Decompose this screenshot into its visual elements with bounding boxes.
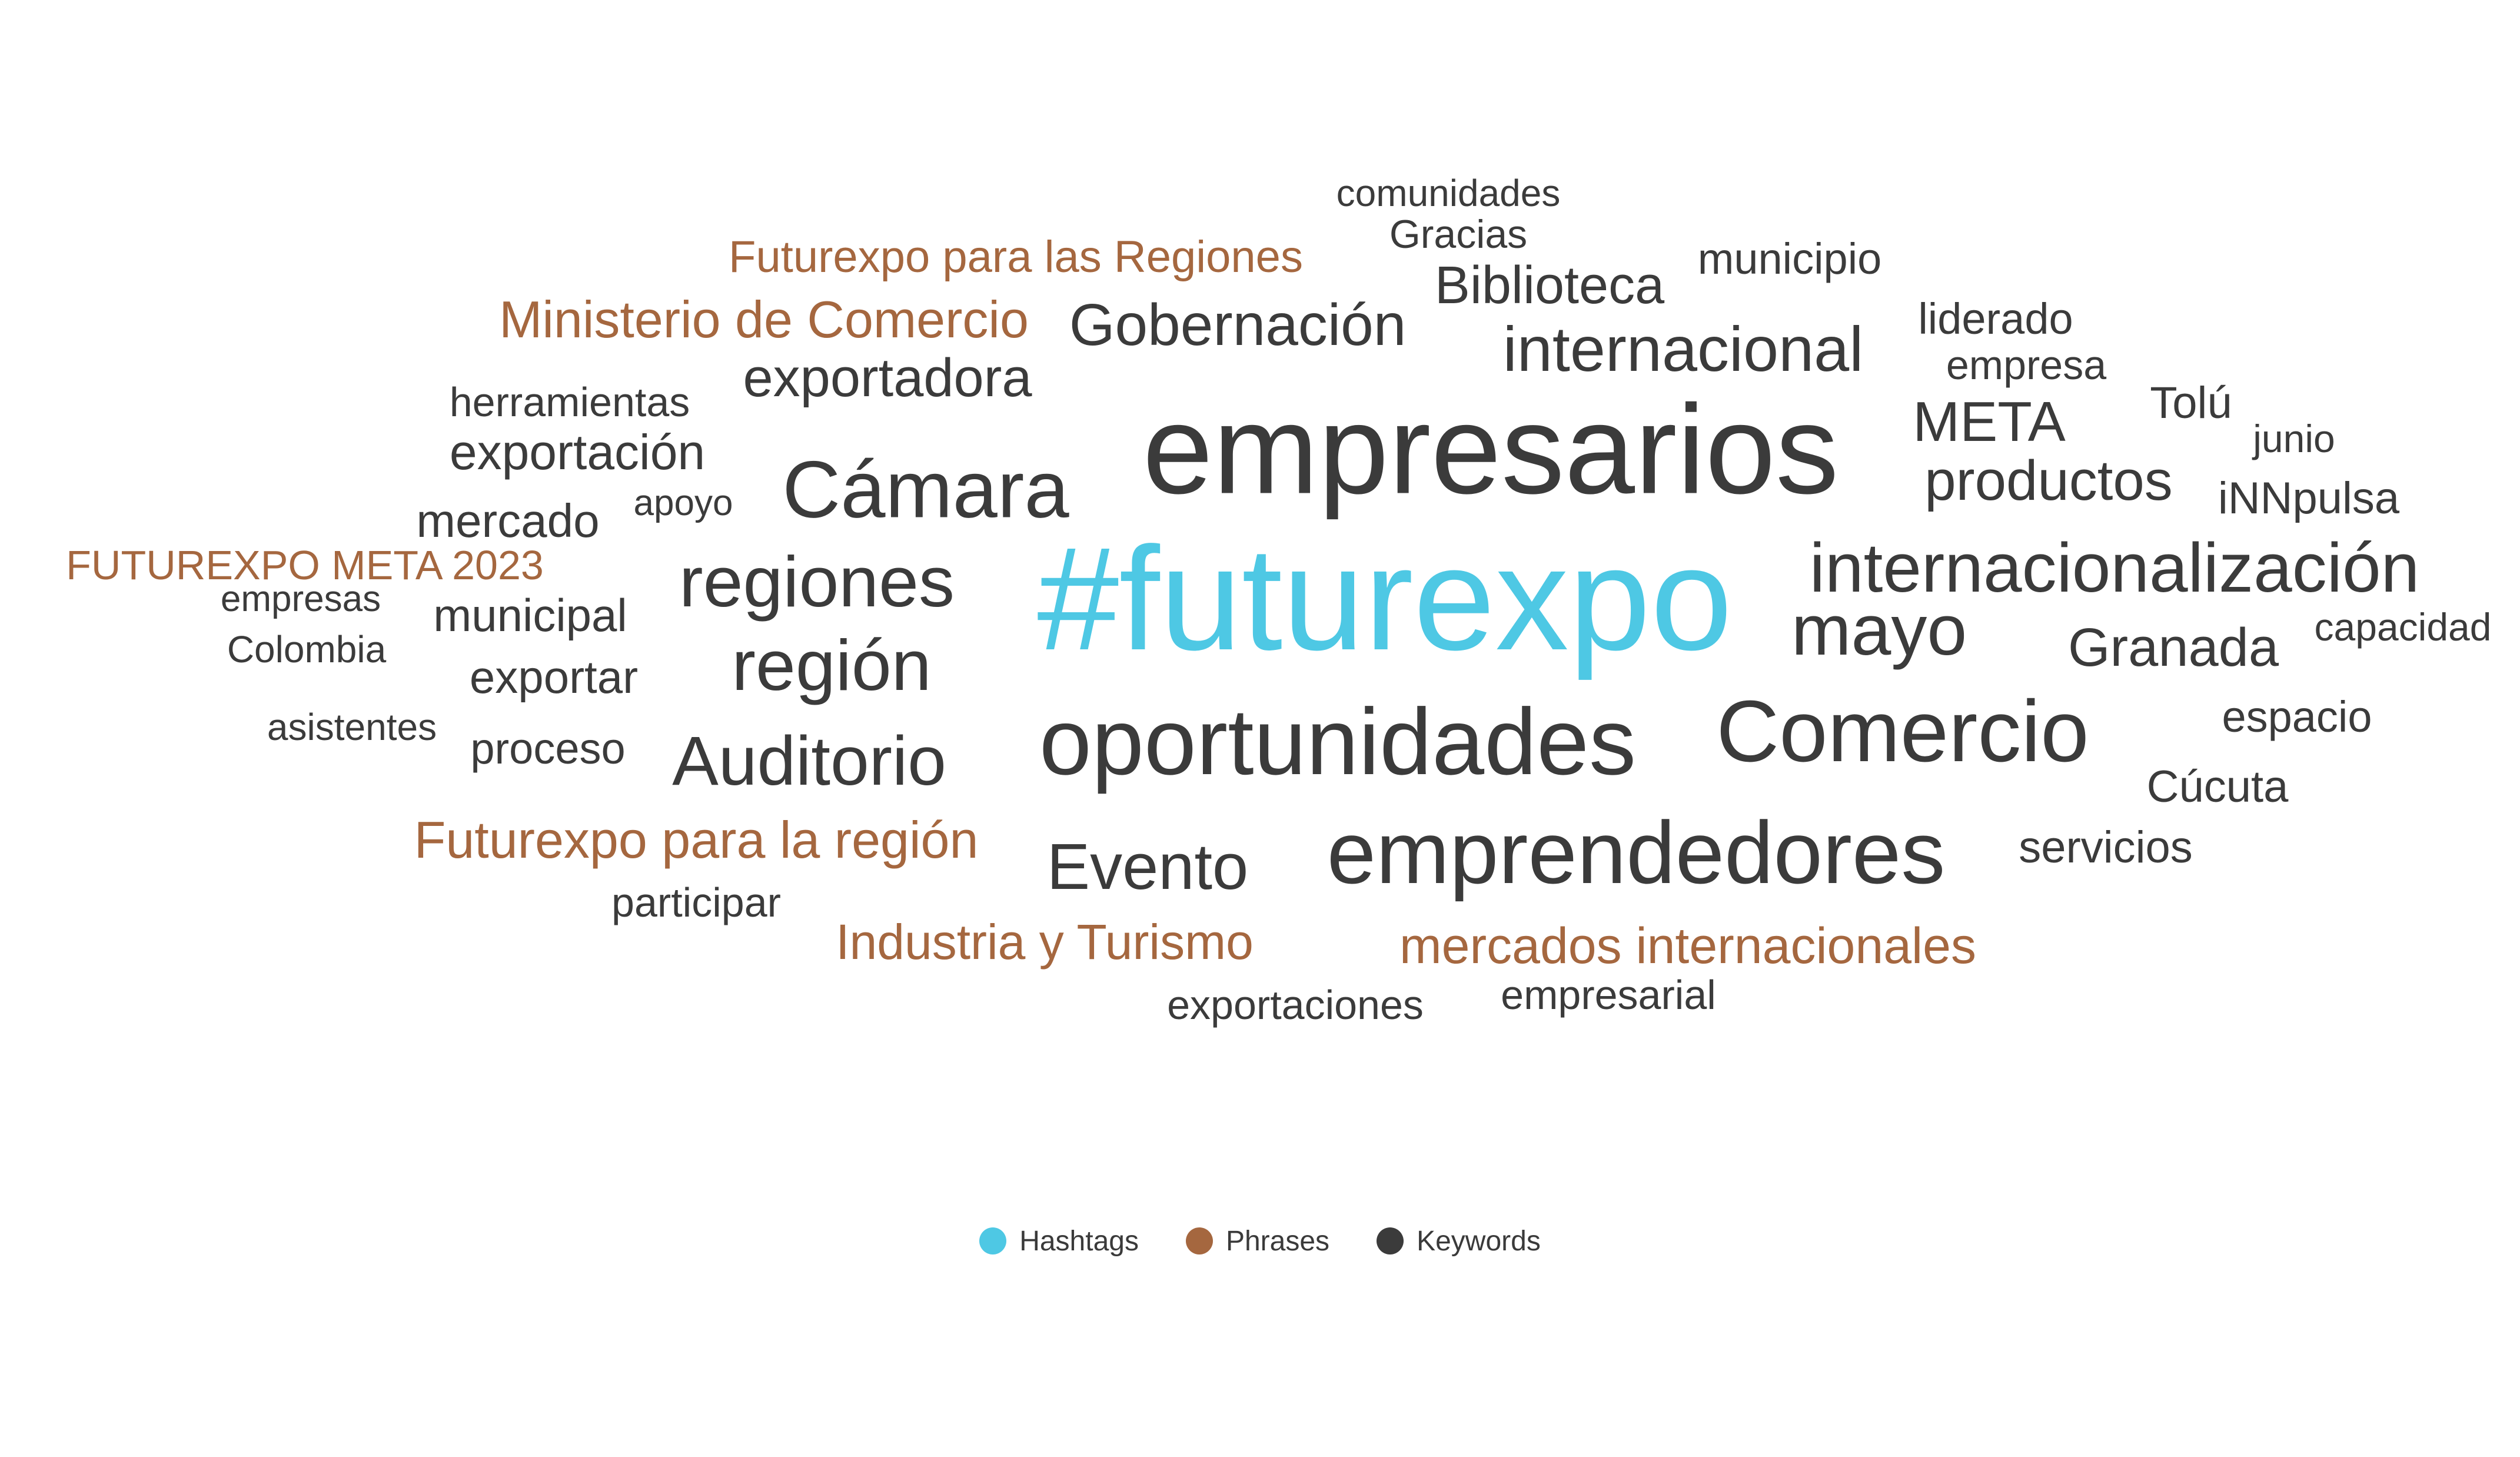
word-exportar[interactable]: exportar bbox=[469, 651, 639, 703]
word-asistentes[interactable]: asistentes bbox=[267, 706, 437, 748]
word-gracias[interactable]: Gracias bbox=[1389, 212, 1528, 257]
word-proceso[interactable]: proceso bbox=[470, 724, 626, 773]
word-comercio[interactable]: Comercio bbox=[1716, 683, 2089, 780]
legend: Hashtags Phrases Keywords bbox=[0, 1217, 2520, 1264]
word-cucuta[interactable]: Cúcuta bbox=[2146, 762, 2289, 812]
legend-item-hashtags[interactable]: Hashtags bbox=[979, 1225, 1139, 1257]
word-meta[interactable]: META bbox=[1913, 390, 2066, 453]
word-colombia[interactable]: Colombia bbox=[227, 628, 387, 671]
word-empresarios[interactable]: empresarios bbox=[1142, 378, 1839, 520]
word-apoyo[interactable]: apoyo bbox=[633, 483, 733, 523]
word-mercado[interactable]: mercado bbox=[416, 494, 600, 547]
word-municipal[interactable]: municipal bbox=[433, 589, 627, 641]
word-exportadora[interactable]: exportadora bbox=[743, 348, 1032, 408]
word-mercados-internacionales[interactable]: mercados internacionales bbox=[1399, 918, 1976, 974]
legend-label: Phrases bbox=[1225, 1225, 1330, 1257]
word-ministerio-de-comercio[interactable]: Ministerio de Comercio bbox=[499, 290, 1029, 349]
word-capacidad[interactable]: capacidad bbox=[2314, 605, 2492, 649]
word-municipio[interactable]: municipio bbox=[1697, 234, 1882, 283]
word-industria-y-turismo[interactable]: Industria y Turismo bbox=[836, 914, 1254, 970]
phrases-dot-icon bbox=[1185, 1227, 1213, 1254]
word-region[interactable]: región bbox=[732, 625, 932, 705]
word-futurexpo[interactable]: #futurexpo bbox=[1037, 516, 1733, 681]
word-internacionalizacion[interactable]: internacionalización bbox=[1809, 529, 2420, 607]
word-futurexpo-para-la-region[interactable]: Futurexpo para la región bbox=[414, 811, 979, 869]
word-biblioteca[interactable]: Biblioteca bbox=[1434, 256, 1665, 315]
word-exportaciones[interactable]: exportaciones bbox=[1167, 982, 1424, 1028]
word-camara[interactable]: Cámara bbox=[782, 444, 1069, 535]
word-exportacion[interactable]: exportación bbox=[449, 424, 706, 480]
word-granada[interactable]: Granada bbox=[2067, 618, 2279, 678]
word-innpulsa[interactable]: iNNpulsa bbox=[2218, 473, 2400, 523]
word-empresa[interactable]: empresa bbox=[1946, 342, 2107, 388]
word-espacio[interactable]: espacio bbox=[2222, 692, 2372, 741]
legend-label: Keywords bbox=[1417, 1225, 1541, 1257]
word-futurexpo-para-las-regiones[interactable]: Futurexpo para las Regiones bbox=[729, 232, 1303, 282]
word-empresas[interactable]: empresas bbox=[220, 579, 381, 619]
word-productos[interactable]: productos bbox=[1924, 449, 2173, 512]
legend-item-phrases[interactable]: Phrases bbox=[1185, 1225, 1330, 1257]
word-mayo[interactable]: mayo bbox=[1791, 590, 1967, 670]
legend-item-keywords[interactable]: Keywords bbox=[1377, 1225, 1541, 1257]
word-comunidades[interactable]: comunidades bbox=[1336, 172, 1561, 214]
word-auditorio[interactable]: Auditorio bbox=[672, 722, 946, 800]
word-herramientas[interactable]: herramientas bbox=[449, 379, 690, 425]
word-gobernacion[interactable]: Gobernación bbox=[1069, 292, 1407, 358]
word-participar[interactable]: participar bbox=[611, 879, 781, 925]
word-servicios[interactable]: servicios bbox=[2019, 822, 2193, 872]
word-oportunidades[interactable]: oportunidades bbox=[1039, 689, 1637, 794]
keywords-dot-icon bbox=[1377, 1227, 1404, 1254]
word-regiones[interactable]: regiones bbox=[679, 542, 955, 622]
hashtags-dot-icon bbox=[979, 1227, 1007, 1254]
word-tolu[interactable]: Tolú bbox=[2150, 378, 2232, 428]
word-liderado[interactable]: liderado bbox=[1918, 294, 2073, 343]
legend-label: Hashtags bbox=[1019, 1225, 1139, 1257]
word-evento[interactable]: Evento bbox=[1046, 831, 1249, 903]
word-empresarial[interactable]: empresarial bbox=[1501, 972, 1716, 1018]
word-junio[interactable]: junio bbox=[2253, 417, 2335, 460]
word-emprendedores[interactable]: emprendedores bbox=[1327, 803, 1946, 902]
word-internacional[interactable]: internacional bbox=[1502, 313, 1864, 384]
word-futurexpo-meta-2023[interactable]: FUTUREXPO META 2023 bbox=[66, 542, 544, 588]
